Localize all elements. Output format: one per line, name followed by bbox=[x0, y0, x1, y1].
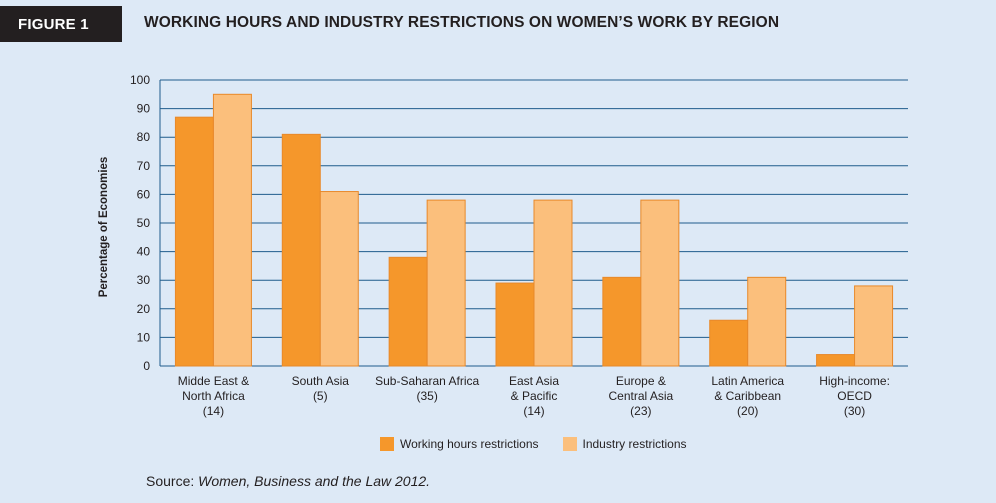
figure-title: WORKING HOURS AND INDUSTRY RESTRICTIONS … bbox=[144, 14, 780, 31]
legend-item-working-hours: Working hours restrictions bbox=[380, 437, 539, 451]
y-tick-label: 100 bbox=[130, 73, 150, 87]
x-tick-label: OECD bbox=[837, 389, 872, 403]
x-tick-label: (30) bbox=[844, 404, 865, 418]
x-tick-label: (5) bbox=[313, 389, 328, 403]
figure-label: FIGURE 1 bbox=[18, 15, 89, 33]
x-tick-label: (14) bbox=[523, 404, 544, 418]
x-tick-label: (14) bbox=[203, 404, 224, 418]
bar-working-hours bbox=[388, 256, 428, 367]
x-tick-label: (20) bbox=[737, 404, 758, 418]
x-tick-label: (23) bbox=[630, 404, 651, 418]
y-tick-label: 30 bbox=[137, 273, 151, 287]
legend-swatch-industry bbox=[562, 437, 577, 451]
x-tick-label: Central Asia bbox=[609, 389, 674, 403]
x-tick-label: North Africa bbox=[182, 389, 245, 403]
legend-label-industry: Industry restrictions bbox=[582, 437, 687, 451]
source-note: Source: Women, Business and the Law 2012… bbox=[146, 473, 430, 489]
x-tick-label: Latin America bbox=[711, 374, 784, 388]
x-tick-label: & Pacific bbox=[511, 389, 558, 403]
bar-working-hours bbox=[495, 282, 535, 367]
x-tick-label: Sub-Saharan Africa bbox=[375, 374, 479, 388]
bar-industry bbox=[747, 276, 787, 367]
x-tick-label: High-income: bbox=[819, 374, 890, 388]
legend-item-industry: Industry restrictions bbox=[562, 437, 687, 451]
bar-industry bbox=[426, 199, 466, 367]
x-tick-label: South Asia bbox=[292, 374, 350, 388]
bar-working-hours bbox=[602, 276, 642, 367]
y-tick-label: 60 bbox=[137, 187, 151, 201]
source-title: Women, Business and the Law 2012. bbox=[198, 473, 431, 489]
x-tick-label: & Caribbean bbox=[714, 389, 781, 403]
bar-industry bbox=[533, 199, 573, 367]
y-tick-label: 0 bbox=[143, 359, 150, 373]
y-tick-label: 40 bbox=[137, 245, 151, 259]
y-tick-label: 80 bbox=[137, 130, 151, 144]
x-tick-label: East Asia bbox=[509, 374, 559, 388]
x-tick-label: Midde East & bbox=[178, 374, 249, 388]
x-tick-label: (35) bbox=[416, 389, 437, 403]
legend-label-working-hours: Working hours restrictions bbox=[400, 437, 539, 451]
figure-badge: FIGURE 1 bbox=[0, 6, 122, 42]
bar-working-hours bbox=[174, 116, 214, 367]
bar-working-hours bbox=[816, 354, 856, 367]
source-prefix: Source: bbox=[146, 473, 199, 489]
y-axis-label: Percentage of Economies bbox=[98, 157, 110, 298]
bar-industry bbox=[319, 191, 359, 367]
bar-working-hours bbox=[709, 319, 749, 367]
legend-swatch-working-hours bbox=[380, 437, 394, 451]
y-tick-label: 90 bbox=[137, 102, 151, 116]
x-tick-label: Europe & bbox=[616, 374, 666, 388]
bar-industry bbox=[640, 199, 680, 367]
y-tick-label: 50 bbox=[137, 216, 151, 230]
bar-working-hours bbox=[281, 133, 321, 367]
bar-industry bbox=[212, 93, 252, 367]
bar-industry bbox=[854, 285, 894, 367]
y-tick-label: 20 bbox=[137, 302, 151, 316]
y-tick-label: 70 bbox=[137, 159, 151, 173]
y-tick-label: 10 bbox=[137, 330, 151, 344]
chart-legend: Working hours restrictions Industry rest… bbox=[380, 437, 711, 451]
